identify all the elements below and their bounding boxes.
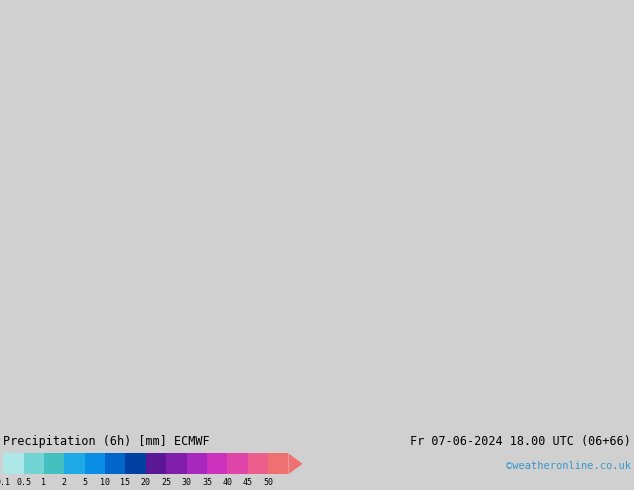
Text: ©weatheronline.co.uk: ©weatheronline.co.uk (506, 461, 631, 471)
Text: 10: 10 (100, 478, 110, 487)
Bar (105, 453, 126, 474)
Bar (186, 453, 207, 474)
Text: 40: 40 (223, 478, 232, 487)
Text: 35: 35 (202, 478, 212, 487)
Bar (228, 453, 248, 474)
Text: Precipitation (6h) [mm] ECMWF: Precipitation (6h) [mm] ECMWF (3, 435, 210, 448)
Text: 1: 1 (41, 478, 46, 487)
Bar (146, 453, 166, 474)
Text: 20: 20 (141, 478, 151, 487)
Bar (268, 453, 288, 474)
Bar (126, 453, 146, 474)
Polygon shape (288, 453, 302, 474)
Bar (64, 453, 85, 474)
Text: 5: 5 (82, 478, 87, 487)
Text: 2: 2 (61, 478, 67, 487)
Bar (3, 453, 23, 474)
Text: 30: 30 (181, 478, 191, 487)
Bar (23, 453, 44, 474)
Text: 25: 25 (161, 478, 171, 487)
Text: 0.1: 0.1 (0, 478, 11, 487)
Text: Fr 07-06-2024 18.00 UTC (06+66): Fr 07-06-2024 18.00 UTC (06+66) (410, 435, 631, 448)
Bar (248, 453, 268, 474)
Bar (166, 453, 186, 474)
Text: 0.5: 0.5 (16, 478, 31, 487)
Text: 45: 45 (243, 478, 253, 487)
Bar (207, 453, 228, 474)
Bar (44, 453, 64, 474)
Text: 50: 50 (263, 478, 273, 487)
Text: 15: 15 (120, 478, 131, 487)
Bar (85, 453, 105, 474)
